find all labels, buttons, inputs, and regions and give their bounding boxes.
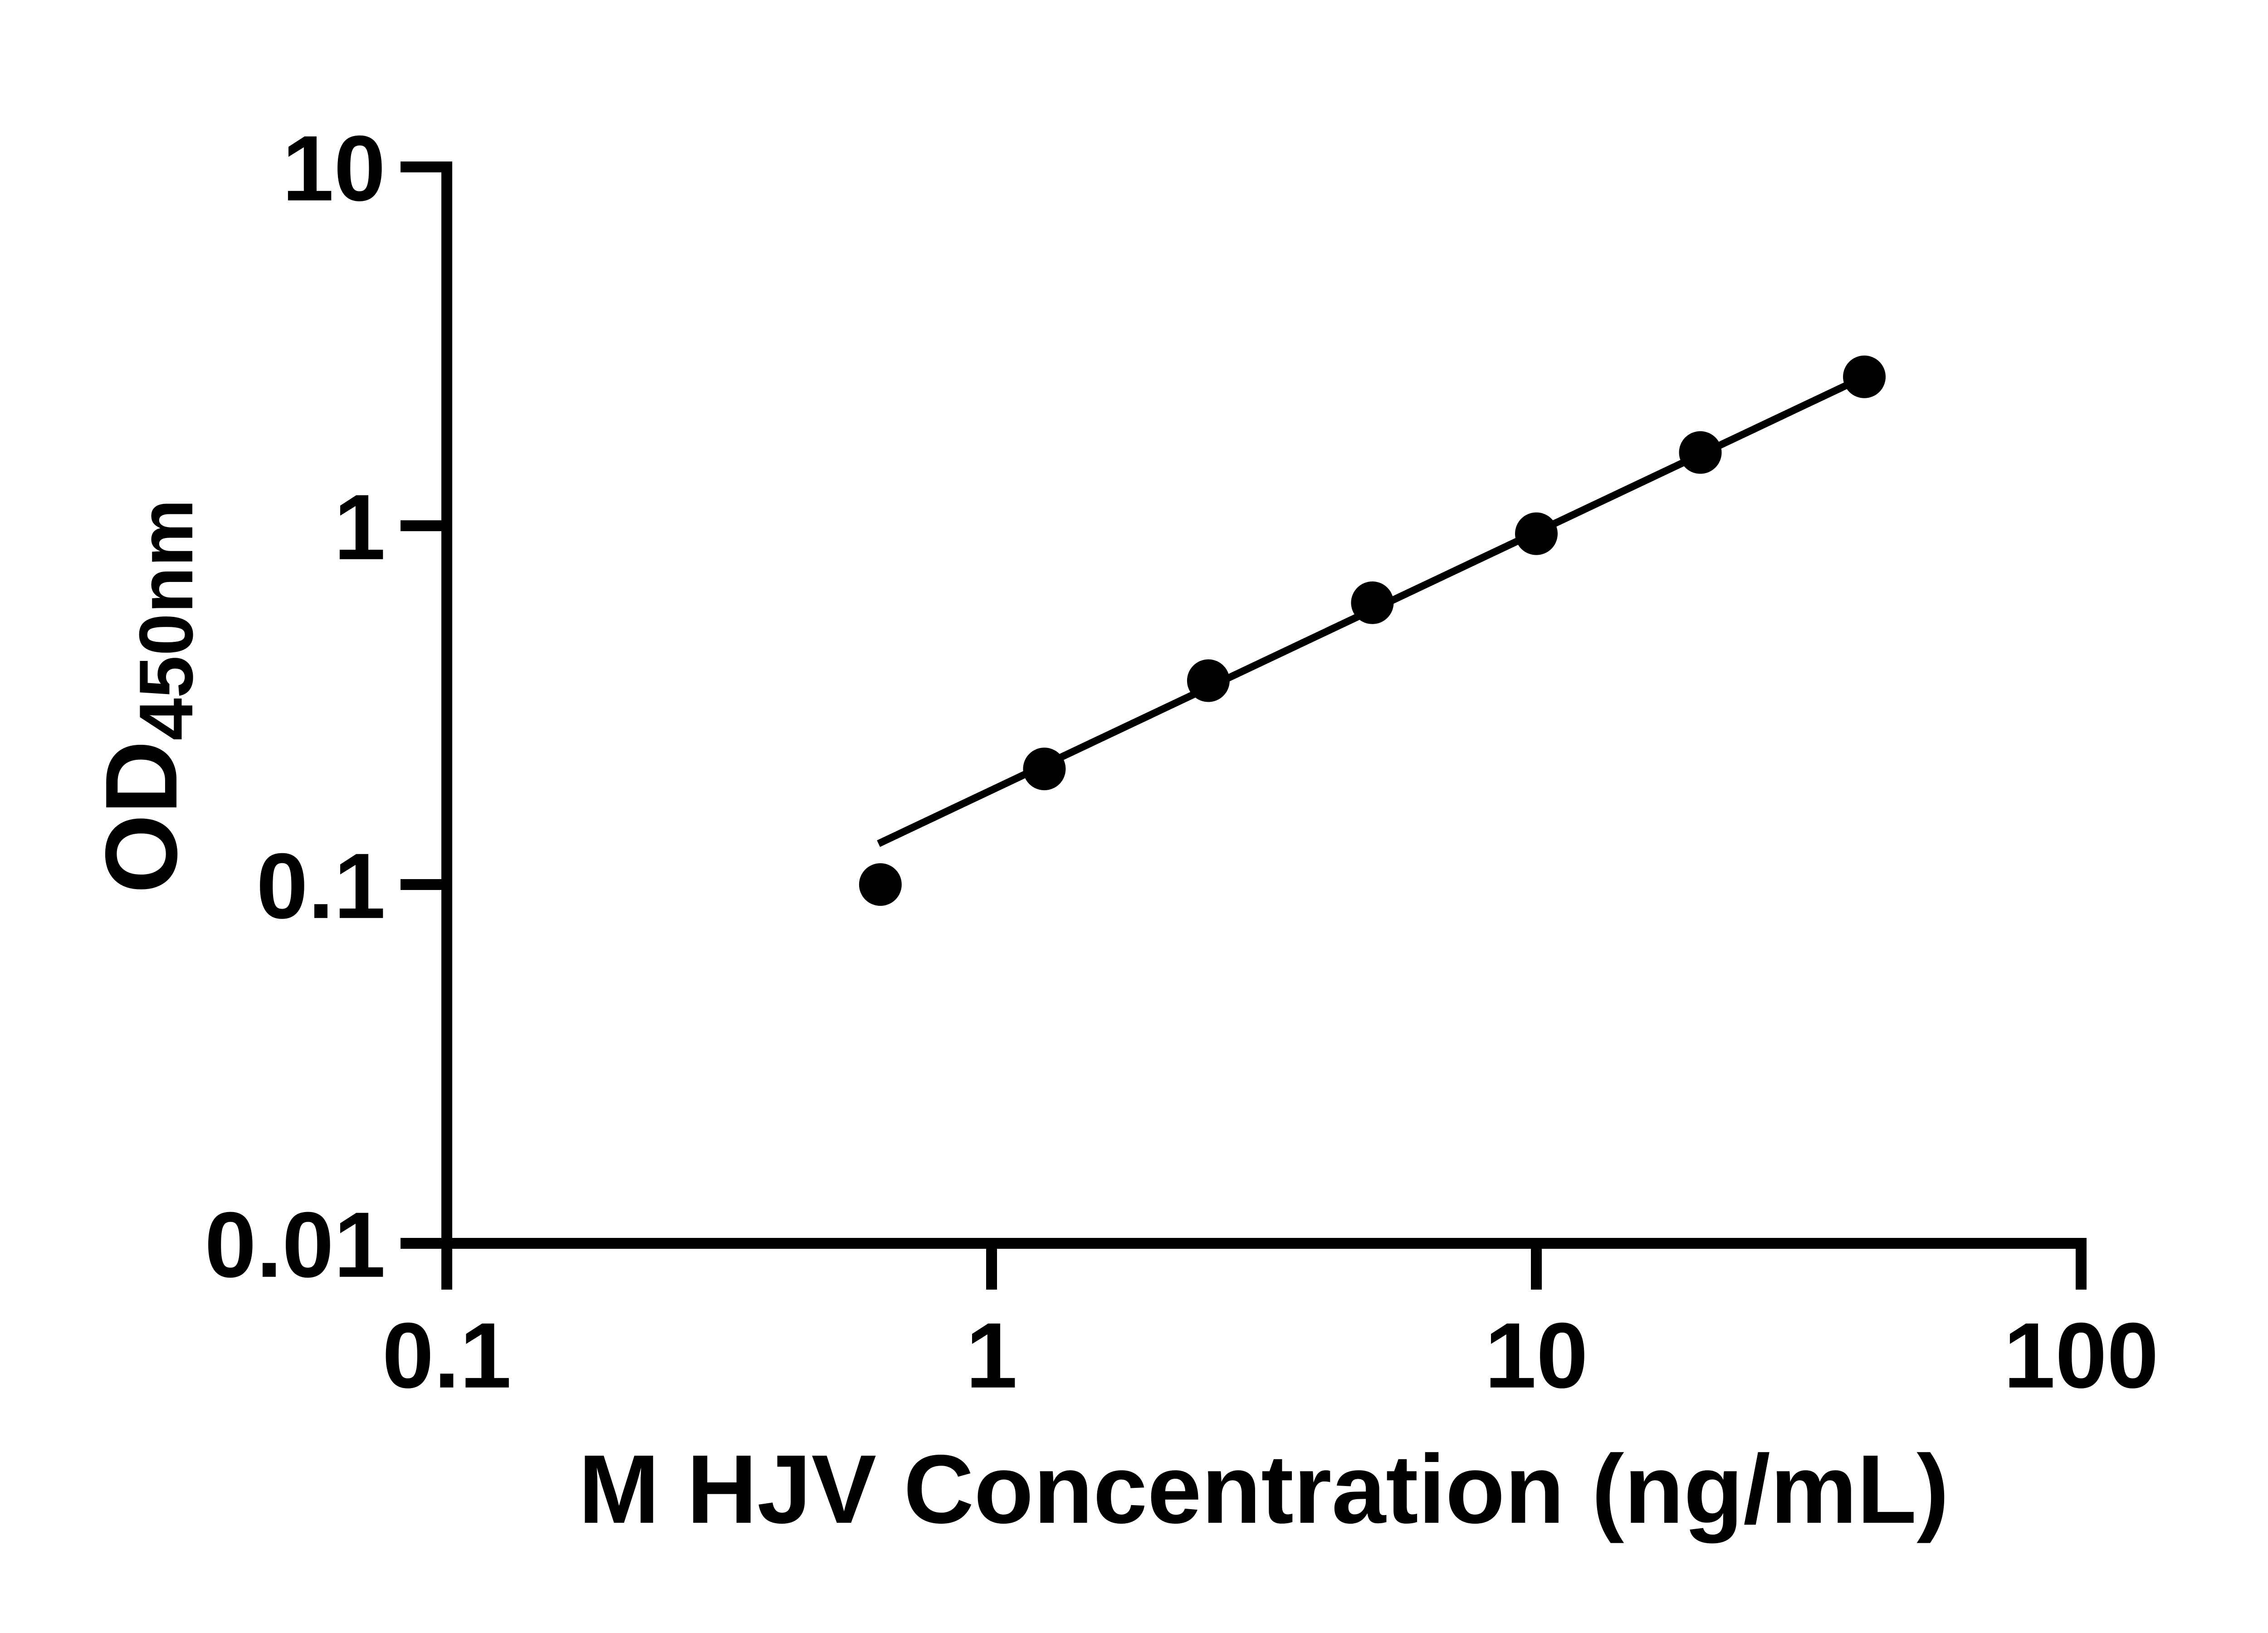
y-tick-label: 1	[334, 475, 386, 579]
data-point	[1843, 355, 1886, 398]
data-point	[1351, 581, 1394, 624]
y-tick-label: 0.01	[205, 1193, 386, 1297]
data-point	[1023, 748, 1066, 791]
data-point	[1515, 512, 1558, 555]
y-axis-title: OD450nm	[84, 499, 209, 894]
x-tick-label: 1	[966, 1304, 1017, 1408]
y-tick-label: 10	[282, 117, 386, 220]
data-point	[1187, 659, 1230, 702]
plot-marks	[859, 355, 1886, 906]
y-axis-title-main: OD	[84, 740, 198, 894]
data-point	[1679, 431, 1722, 474]
axes	[441, 161, 2087, 1249]
y-tick-label: 0.1	[256, 834, 386, 938]
y-axis-title-subscript: 450nm	[123, 499, 209, 740]
x-tick-label: 10	[1485, 1304, 1588, 1408]
x-tick-label: 100	[2004, 1304, 2159, 1408]
tick-marks	[401, 161, 2087, 1290]
data-point	[859, 863, 902, 906]
x-tick-label: 0.1	[382, 1304, 512, 1408]
x-axis-title: M HJV Concentration (ng/mL)	[578, 1434, 1949, 1544]
